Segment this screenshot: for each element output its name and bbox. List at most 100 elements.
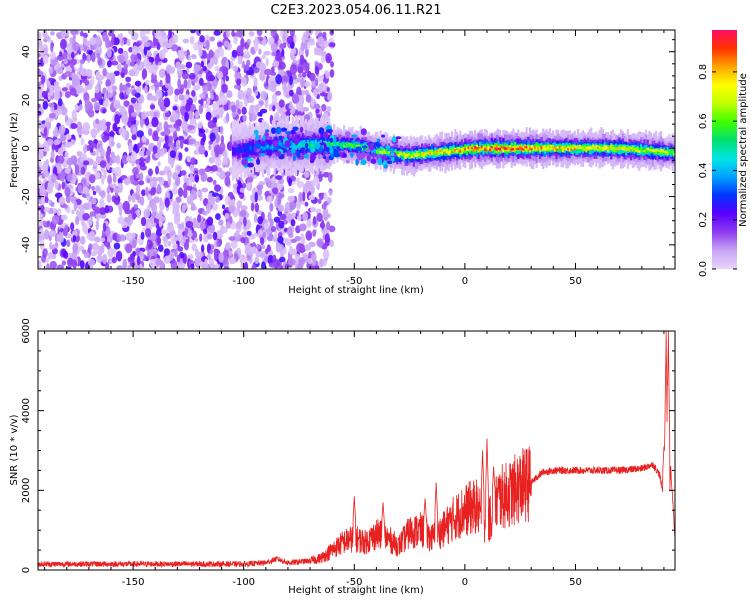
noise-cell [206, 216, 214, 226]
ridge-cell [349, 143, 352, 146]
noise-cell [186, 195, 194, 205]
ridge-cell [616, 147, 619, 150]
noise-cell [38, 103, 41, 109]
noise-cell [95, 71, 101, 78]
noise-cell [89, 211, 96, 217]
noise-cell [174, 93, 179, 103]
ridge-cell [334, 142, 337, 145]
noise-cell [192, 84, 201, 91]
noise-cell [172, 130, 178, 140]
noise-cell [236, 45, 244, 55]
noise-cell [207, 62, 213, 70]
noise-cell [165, 206, 170, 212]
noise-cell [208, 156, 215, 164]
noise-cell [297, 73, 303, 79]
spectrogram-x-axis-label: Height of straight line (km) [288, 285, 424, 296]
ridge-cell [644, 148, 648, 154]
noise-cell [99, 145, 104, 153]
ridge-cell [351, 145, 354, 148]
noise-cell [149, 217, 154, 224]
noise-cell [147, 222, 153, 228]
noise-cell [121, 115, 128, 122]
noise-cell [244, 50, 250, 58]
noise-cell [56, 66, 64, 75]
ridge-cell [412, 152, 415, 156]
noise-cell [76, 150, 83, 157]
noise-cell [257, 111, 262, 117]
noise-cell [50, 173, 57, 184]
ridge-cell [437, 151, 440, 155]
noise-cell [119, 105, 126, 116]
noise-cell [297, 66, 304, 74]
noise-cell [54, 192, 63, 199]
noise-cell [216, 240, 220, 247]
x-tick-label: -100 [232, 577, 255, 588]
noise-cell [51, 215, 60, 225]
noise-cell [210, 164, 218, 172]
ridge-speckle [241, 158, 248, 166]
noise-cell [138, 180, 145, 186]
noise-cell [113, 70, 120, 76]
noise-cell [80, 30, 84, 37]
noise-cell [317, 75, 324, 82]
noise-cell [203, 228, 208, 235]
noise-cell [310, 265, 319, 269]
noise-cell [260, 90, 268, 100]
noise-cell [112, 233, 117, 241]
noise-cell [145, 150, 151, 156]
noise-cell [191, 243, 198, 252]
noise-cell [59, 51, 63, 57]
noise-cell [289, 30, 295, 37]
noise-cell [43, 206, 50, 213]
noise-cell [293, 34, 297, 44]
noise-cell [144, 186, 149, 197]
ridge-cell [611, 147, 615, 151]
noise-cell [313, 47, 320, 56]
noise-cell [322, 31, 327, 38]
noise-cell [255, 104, 260, 112]
ridge-cell [331, 143, 334, 146]
noise-cell [286, 229, 292, 235]
noise-cell [315, 108, 320, 114]
noise-cell [76, 85, 84, 94]
noise-cell [228, 204, 236, 213]
ridge-cell [241, 149, 245, 153]
noise-cell [228, 257, 236, 265]
noise-cell [158, 68, 166, 79]
noise-cell [140, 117, 144, 128]
noise-cell [112, 122, 118, 132]
ridge-cell [233, 147, 236, 152]
noise-cell [46, 220, 50, 226]
noise-cell [189, 117, 197, 126]
noise-cell [231, 30, 235, 37]
noise-cell [256, 184, 264, 190]
noise-cell [216, 70, 223, 80]
noise-cell [94, 84, 100, 94]
noise-cell [110, 140, 115, 147]
noise-cell [173, 215, 181, 225]
noise-cell [317, 198, 322, 205]
noise-cell [215, 230, 223, 240]
noise-cell [98, 75, 105, 81]
noise-cell [231, 49, 238, 58]
noise-cell [285, 110, 291, 117]
ridge-speckle [262, 135, 266, 141]
noise-cell [264, 177, 270, 183]
ridge-cell [644, 148, 648, 151]
noise-cell [57, 155, 65, 165]
noise-cell [71, 209, 75, 214]
noise-cell [240, 237, 246, 244]
ridge-cell [411, 152, 414, 157]
noise-cell [105, 262, 110, 269]
ridge-speckle [245, 143, 250, 148]
ridge-cell [346, 144, 349, 147]
ridge-cell [324, 142, 328, 147]
snr-plot-area [38, 331, 675, 569]
noise-cell [149, 95, 157, 101]
noise-cell [90, 75, 95, 86]
noise-cell [42, 162, 49, 172]
noise-cell [237, 89, 245, 100]
noise-cell [212, 94, 219, 102]
noise-cell [197, 213, 202, 223]
noise-cell [127, 265, 131, 269]
